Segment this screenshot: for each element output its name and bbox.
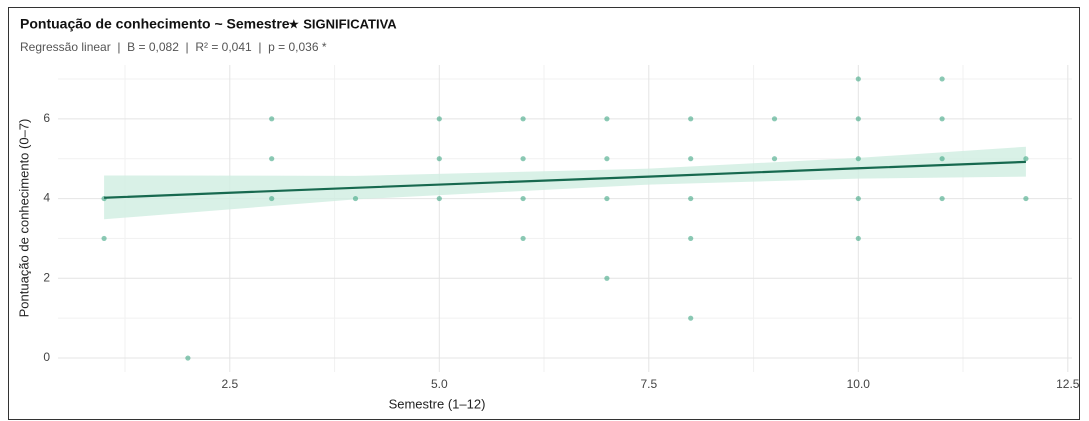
- point: [688, 195, 694, 202]
- point: [101, 235, 107, 242]
- point: [688, 116, 694, 122]
- point: [855, 195, 861, 202]
- point: [939, 156, 945, 162]
- y-tick-label: 4: [43, 191, 50, 205]
- x-axis-label: Semestre (1–12): [389, 396, 486, 411]
- point: [436, 195, 442, 202]
- point: [939, 195, 945, 202]
- point: [688, 235, 694, 242]
- x-tick-label: 12.5: [1056, 377, 1080, 391]
- point: [520, 195, 526, 202]
- point: [688, 156, 694, 162]
- point: [604, 116, 610, 122]
- point: [855, 76, 861, 82]
- point: [269, 116, 275, 122]
- point: [269, 195, 275, 202]
- y-tick-label: 2: [43, 270, 50, 284]
- point: [436, 156, 442, 162]
- point: [604, 195, 610, 202]
- point: [771, 116, 778, 122]
- point: [1023, 195, 1029, 202]
- point: [939, 116, 945, 122]
- point: [520, 116, 526, 122]
- badge: ★ SIGNIFICATIVA: [288, 16, 397, 31]
- y-tick-label: 6: [43, 111, 50, 125]
- point: [436, 116, 442, 122]
- point: [855, 116, 861, 122]
- x-tick-label: 2.5: [221, 377, 238, 391]
- regression-line: [104, 160, 1026, 199]
- point: [855, 156, 861, 162]
- point: [604, 156, 610, 162]
- point: [1023, 156, 1029, 162]
- point: [520, 235, 526, 242]
- point: [688, 315, 694, 321]
- point: [352, 195, 359, 202]
- x-tick-label: 7.5: [640, 377, 657, 391]
- y-tick-label: 0: [43, 350, 50, 364]
- point: [269, 156, 275, 162]
- point: [185, 355, 191, 361]
- chart-title: Pontuação de conhecimento ~ Semestre: [20, 16, 290, 32]
- point: [771, 156, 778, 162]
- x-tick-label: 5.0: [431, 377, 448, 391]
- y-axis-label: Pontuação de conhecimento (0–7): [16, 119, 31, 318]
- point: [939, 76, 945, 82]
- point: [520, 156, 526, 162]
- confidence-band: [104, 146, 1026, 220]
- x-tick-label: 10.0: [847, 377, 871, 391]
- point: [855, 235, 861, 242]
- point: [604, 275, 610, 281]
- chart-subtitle: Regressão linear | B = 0,082 | R² = 0,04…: [20, 40, 327, 54]
